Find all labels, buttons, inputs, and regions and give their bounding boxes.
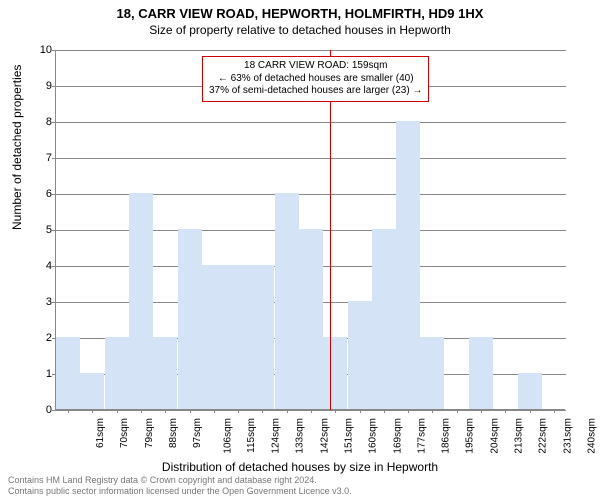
gridline <box>56 50 566 51</box>
histogram-bar <box>80 373 104 409</box>
reference-line <box>330 50 331 410</box>
histogram-bar <box>323 337 347 409</box>
chart-area: 01234567891061sqm70sqm79sqm88sqm97sqm106… <box>55 50 565 410</box>
xtick-label: 195sqm <box>465 418 476 454</box>
ytick-label: 7 <box>38 152 52 164</box>
xtick-label: 142sqm <box>319 418 330 454</box>
xtick-label: 106sqm <box>222 418 233 454</box>
xtick-label: 177sqm <box>416 418 427 454</box>
ytick-label: 5 <box>38 224 52 236</box>
histogram-bar <box>56 337 80 409</box>
xtick-label: 133sqm <box>295 418 306 454</box>
annotation-line1: 18 CARR VIEW ROAD: 159sqm <box>209 60 422 73</box>
xtick-label: 79sqm <box>144 418 155 448</box>
xtick-label: 124sqm <box>271 418 282 454</box>
xtick-mark <box>457 409 458 413</box>
histogram-bar <box>202 265 226 409</box>
ytick-label: 4 <box>38 260 52 272</box>
histogram-bar <box>178 229 202 409</box>
xtick-label: 204sqm <box>489 418 500 454</box>
ytick-mark <box>52 266 56 267</box>
xtick-mark <box>335 409 336 413</box>
ytick-mark <box>52 50 56 51</box>
xtick-mark <box>287 409 288 413</box>
xtick-label: 160sqm <box>368 418 379 454</box>
xtick-label: 61sqm <box>95 418 106 448</box>
histogram-bar <box>518 373 542 409</box>
chart-title-main: 18, CARR VIEW ROAD, HEPWORTH, HOLMFIRTH,… <box>0 0 600 21</box>
y-axis-label: Number of detached properties <box>10 65 24 230</box>
xtick-label: 186sqm <box>441 418 452 454</box>
xtick-mark <box>68 409 69 413</box>
x-axis-label: Distribution of detached houses by size … <box>0 460 600 474</box>
xtick-mark <box>214 409 215 413</box>
xtick-mark <box>238 409 239 413</box>
ytick-label: 10 <box>38 44 52 56</box>
footer-attribution: Contains HM Land Registry data © Crown c… <box>8 475 352 497</box>
footer-line1: Contains HM Land Registry data © Crown c… <box>8 475 352 486</box>
xtick-mark <box>481 409 482 413</box>
histogram-bar <box>250 265 274 409</box>
xtick-label: 231sqm <box>562 418 573 454</box>
xtick-mark <box>141 409 142 413</box>
xtick-mark <box>408 409 409 413</box>
ytick-label: 6 <box>38 188 52 200</box>
ytick-label: 1 <box>38 368 52 380</box>
ytick-mark <box>52 158 56 159</box>
histogram-bar <box>348 301 372 409</box>
xtick-mark <box>117 409 118 413</box>
xtick-mark <box>554 409 555 413</box>
gridline <box>56 158 566 159</box>
histogram-bar <box>129 193 153 409</box>
histogram-bar <box>396 121 420 409</box>
xtick-label: 213sqm <box>514 418 525 454</box>
xtick-label: 222sqm <box>538 418 549 454</box>
xtick-mark <box>190 409 191 413</box>
xtick-label: 169sqm <box>392 418 403 454</box>
chart-title-sub: Size of property relative to detached ho… <box>0 21 600 37</box>
histogram-bar <box>299 229 323 409</box>
annotation-box: 18 CARR VIEW ROAD: 159sqm ← 63% of detac… <box>202 56 429 102</box>
histogram-bar <box>226 265 250 409</box>
xtick-mark <box>262 409 263 413</box>
ytick-label: 8 <box>38 116 52 128</box>
ytick-mark <box>52 410 56 411</box>
ytick-mark <box>52 86 56 87</box>
xtick-mark <box>165 409 166 413</box>
histogram-bar <box>469 337 493 409</box>
xtick-label: 115sqm <box>246 418 257 453</box>
xtick-mark <box>384 409 385 413</box>
xtick-mark <box>360 409 361 413</box>
histogram-bar <box>105 337 129 409</box>
ytick-mark <box>52 230 56 231</box>
ytick-mark <box>52 302 56 303</box>
ytick-label: 3 <box>38 296 52 308</box>
ytick-label: 2 <box>38 332 52 344</box>
chart-container: 18, CARR VIEW ROAD, HEPWORTH, HOLMFIRTH,… <box>0 0 600 500</box>
histogram-bar <box>372 229 396 409</box>
xtick-mark <box>311 409 312 413</box>
footer-line2: Contains public sector information licen… <box>8 486 352 497</box>
xtick-label: 70sqm <box>119 418 130 448</box>
ytick-label: 0 <box>38 404 52 416</box>
xtick-mark <box>432 409 433 413</box>
xtick-mark <box>505 409 506 413</box>
annotation-line2: ← 63% of detached houses are smaller (40… <box>209 73 422 86</box>
xtick-label: 151sqm <box>344 418 355 454</box>
histogram-bar <box>275 193 299 409</box>
histogram-bar <box>153 337 177 409</box>
xtick-mark <box>530 409 531 413</box>
ytick-mark <box>52 194 56 195</box>
plot-region: 01234567891061sqm70sqm79sqm88sqm97sqm106… <box>55 50 565 410</box>
ytick-label: 9 <box>38 80 52 92</box>
histogram-bar <box>420 337 444 409</box>
ytick-mark <box>52 122 56 123</box>
annotation-line3: 37% of semi-detached houses are larger (… <box>209 85 422 98</box>
xtick-mark <box>92 409 93 413</box>
xtick-label: 97sqm <box>192 418 203 448</box>
xtick-label: 240sqm <box>586 418 597 454</box>
xtick-label: 88sqm <box>168 418 179 448</box>
gridline <box>56 122 566 123</box>
